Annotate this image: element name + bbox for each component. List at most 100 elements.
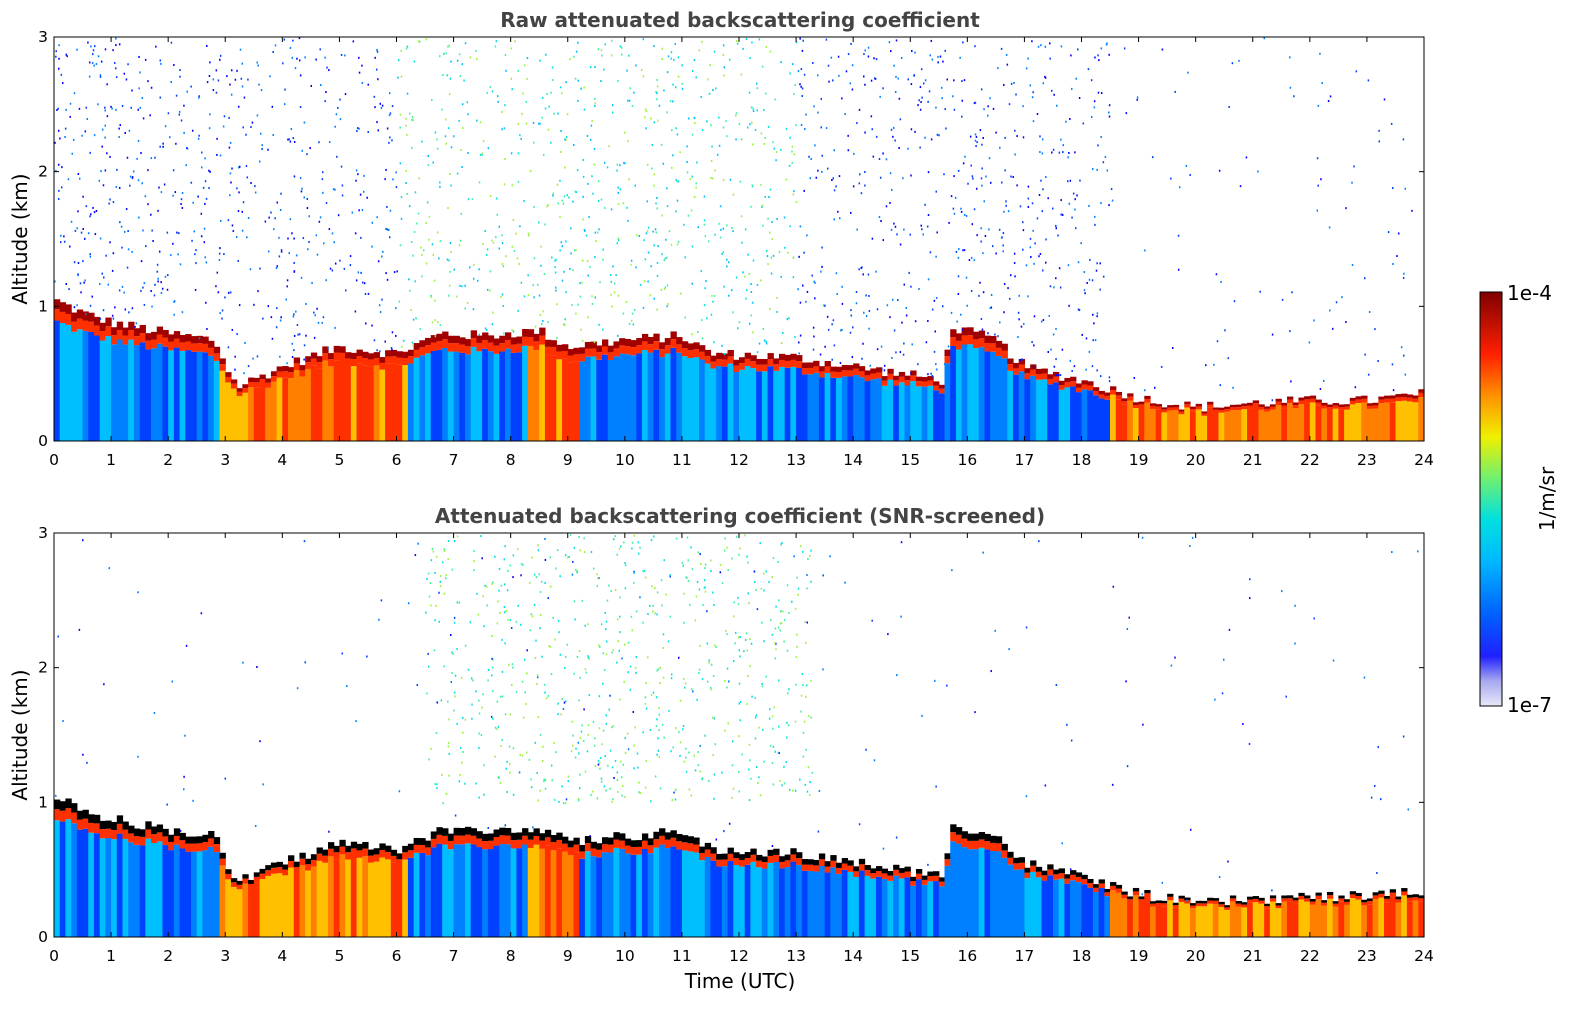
transition-band: [196, 343, 204, 352]
noise-dot: [594, 66, 596, 69]
noise-dot: [1228, 105, 1230, 108]
noise-dot: [482, 140, 485, 143]
transition-band: [350, 848, 358, 857]
aerosol-column: [316, 860, 323, 937]
aerosol-column: [876, 876, 883, 937]
noise-dot: [183, 131, 185, 134]
noise-dot: [410, 240, 413, 243]
noise-dot: [777, 599, 780, 602]
noise-dot: [1036, 217, 1039, 220]
transition-band: [139, 333, 146, 343]
noise-dot: [200, 166, 203, 169]
noise-dot: [756, 82, 758, 85]
noise-dot: [900, 541, 903, 544]
transition-band: [1150, 903, 1157, 907]
noise-dot: [1047, 197, 1049, 200]
noise-dot: [126, 266, 129, 269]
transition-band: [1372, 895, 1379, 899]
noise-dot: [890, 228, 893, 231]
aerosol-column: [1195, 906, 1202, 937]
noise-dot: [470, 677, 473, 680]
layer-top-cell: [1121, 891, 1128, 895]
noise-dot: [464, 307, 466, 310]
noise-dot: [512, 576, 514, 579]
noise-dot: [1186, 899, 1188, 902]
noise-dot: [127, 63, 129, 66]
transition-band: [584, 843, 592, 852]
noise-dot: [1093, 322, 1095, 325]
noise-dot: [599, 281, 601, 284]
aerosol-column: [830, 867, 837, 937]
layer-top-cell: [453, 827, 460, 836]
transition-band: [710, 853, 717, 861]
noise-dot: [150, 157, 153, 160]
transition-band: [116, 823, 124, 834]
x-tick-label: 8: [506, 947, 516, 965]
noise-dot: [835, 272, 838, 275]
transition-band: [1178, 411, 1185, 415]
noise-dot: [536, 676, 539, 679]
noise-dot: [759, 542, 761, 545]
noise-dot: [693, 116, 696, 119]
noise-dot: [750, 283, 752, 286]
noise-dot: [459, 284, 461, 287]
noise-dot: [679, 151, 681, 154]
noise-dot: [324, 100, 326, 103]
layer-top-cell: [681, 835, 689, 843]
noise-dot: [517, 122, 520, 125]
aerosol-column: [1241, 907, 1248, 937]
noise-dot: [486, 604, 488, 607]
noise-dot: [802, 284, 804, 287]
layer-top-cell: [984, 833, 991, 842]
noise-dot: [657, 119, 659, 122]
noise-dot: [334, 188, 336, 191]
layer-top-cell: [282, 366, 289, 372]
noise-dot: [775, 648, 777, 651]
noise-dot: [334, 125, 336, 128]
x-tick-label: 24: [1414, 947, 1434, 965]
aerosol-column: [402, 859, 409, 937]
transition-band: [1298, 895, 1305, 900]
x-tick-label: 9: [563, 451, 573, 469]
noise-dot: [791, 63, 794, 66]
noise-dot: [204, 256, 207, 259]
noise-dot: [153, 711, 156, 714]
noise-dot: [553, 112, 555, 115]
noise-dot: [930, 372, 932, 375]
noise-dot: [434, 299, 436, 302]
noise-dot: [883, 364, 886, 367]
noise-dot: [485, 328, 488, 331]
noise-dot: [1231, 62, 1234, 65]
noise-dot: [228, 146, 231, 149]
noise-dot: [617, 294, 620, 297]
layer-top-cell: [459, 827, 466, 836]
noise-dot: [501, 128, 503, 131]
layer-top-cell: [402, 351, 409, 359]
layer-top-cell: [750, 848, 757, 855]
aerosol-column: [887, 379, 894, 441]
noise-dot: [765, 342, 768, 345]
transition-band: [950, 832, 957, 842]
noise-dot: [611, 651, 613, 654]
x-tick-label: 20: [1186, 947, 1206, 965]
transition-band: [636, 345, 643, 354]
noise-dot: [597, 199, 600, 202]
noise-dot: [422, 249, 425, 252]
noise-dot: [619, 164, 621, 167]
noise-dot: [783, 618, 786, 621]
noise-dot: [399, 113, 402, 116]
noise-dot: [128, 129, 131, 132]
noise-dot: [173, 63, 175, 66]
noise-dot: [745, 38, 748, 41]
noise-dot: [671, 166, 673, 169]
noise-dot: [472, 277, 475, 280]
noise-dot: [438, 591, 440, 594]
noise-dot: [229, 291, 232, 294]
x-tick-label: 13: [786, 947, 806, 965]
noise-dot: [503, 605, 506, 608]
noise-dot: [462, 750, 464, 753]
noise-dot: [428, 758, 430, 761]
layer-top-cell: [653, 333, 660, 342]
noise-dot: [618, 649, 621, 652]
noise-dot: [494, 555, 496, 558]
